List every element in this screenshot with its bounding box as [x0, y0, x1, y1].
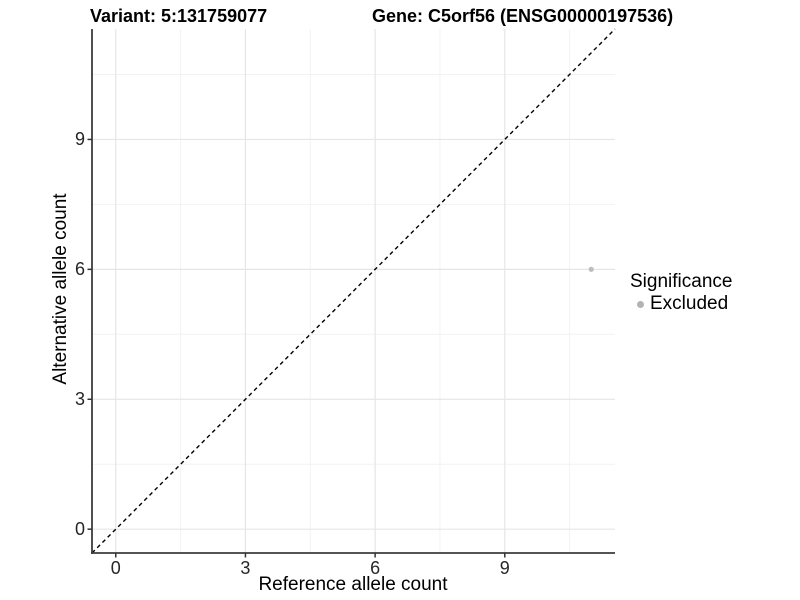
x-axis-label: Reference allele count: [258, 574, 448, 595]
y-tick-label: 6: [74, 259, 85, 280]
y-tick-label: 3: [74, 389, 85, 410]
y-tick-label: 9: [74, 129, 85, 150]
data-point: [588, 266, 594, 272]
legend-item-label: Excluded: [650, 293, 729, 314]
gene-title: Gene: C5orf56 (ENSG00000197536): [372, 6, 674, 26]
legend-item-excluded: Excluded: [630, 293, 800, 315]
x-tick-label: 0: [110, 558, 121, 578]
x-tick-label: 6: [370, 558, 381, 578]
x-tick-label: 9: [499, 558, 510, 578]
legend-title: Significance: [630, 271, 733, 292]
legend: Significance Excluded: [630, 271, 800, 315]
y-axis-label: Alternative allele count: [50, 193, 71, 385]
y-tick-label: 0: [74, 519, 85, 540]
legend-point-swatch: [637, 300, 644, 308]
x-tick-label: 3: [240, 558, 251, 578]
variant-title: Variant: 5:131759077: [90, 6, 268, 26]
identity-dashed-line: [91, 28, 616, 554]
